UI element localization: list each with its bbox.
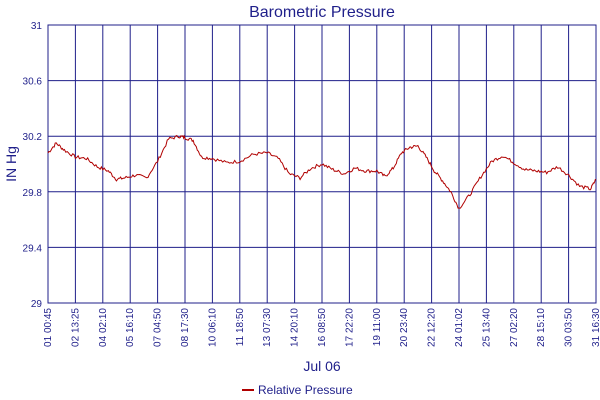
- legend: Relative Pressure: [242, 383, 353, 397]
- x-tick-label: 07 04:50: [153, 308, 164, 347]
- x-tick-labels: 01 00:45 02 13:25 04 02:10 05 16:10 07 04:50…: [43, 308, 600, 347]
- y-tick-label: 30.2: [23, 132, 43, 143]
- x-tick-label: 14 20:10: [290, 308, 301, 347]
- x-tick-label: 11 18:50: [235, 308, 246, 347]
- x-tick-label: 02 13:25: [70, 308, 81, 347]
- plot-area-frame: [47, 24, 597, 304]
- x-tick-label: 30 03:50: [564, 308, 575, 347]
- x-tick-label: 31 16:30: [591, 308, 600, 347]
- x-tick-label: 22 12:20: [427, 308, 438, 347]
- x-tick-label: 24 01:02: [454, 308, 465, 347]
- y-tick-label: 29: [31, 299, 43, 310]
- x-tick-label: 20 23:40: [399, 308, 410, 347]
- y-tick-label: 29.4: [23, 243, 43, 254]
- series-line-relative-pressure: [47, 134, 597, 209]
- x-tick-label: 04 02:10: [98, 308, 109, 347]
- x-tick-label: 17 22:20: [344, 308, 355, 347]
- x-axis-label: Jul 06: [303, 358, 341, 374]
- x-tick-label: 19 11:00: [372, 308, 383, 347]
- y-tick-label: 29.8: [23, 188, 43, 199]
- x-tick-label: 01 00:45: [43, 308, 54, 347]
- legend-label: Relative Pressure: [258, 383, 353, 397]
- x-tick-label: 08 17:30: [180, 308, 191, 347]
- y-tick-label: 30.6: [23, 77, 43, 88]
- y-tick-labels: 31 30.6 30.2 29.8 29.4 29: [23, 21, 43, 310]
- chart-title: Barometric Pressure: [249, 4, 395, 21]
- x-tick-label: 10 06:10: [207, 308, 218, 347]
- y-tick-label: 31: [31, 21, 43, 32]
- x-tick-label: 25 13:40: [481, 308, 492, 347]
- x-tick-label: 05 16:10: [125, 308, 136, 347]
- x-tick-label: 16 08:50: [317, 308, 328, 347]
- x-tick-label: 28 15:10: [536, 308, 547, 347]
- x-tick-label: 13 07:30: [262, 308, 273, 347]
- x-tick-label: 27 02:20: [509, 308, 520, 347]
- y-axis-label: IN Hg: [3, 146, 19, 182]
